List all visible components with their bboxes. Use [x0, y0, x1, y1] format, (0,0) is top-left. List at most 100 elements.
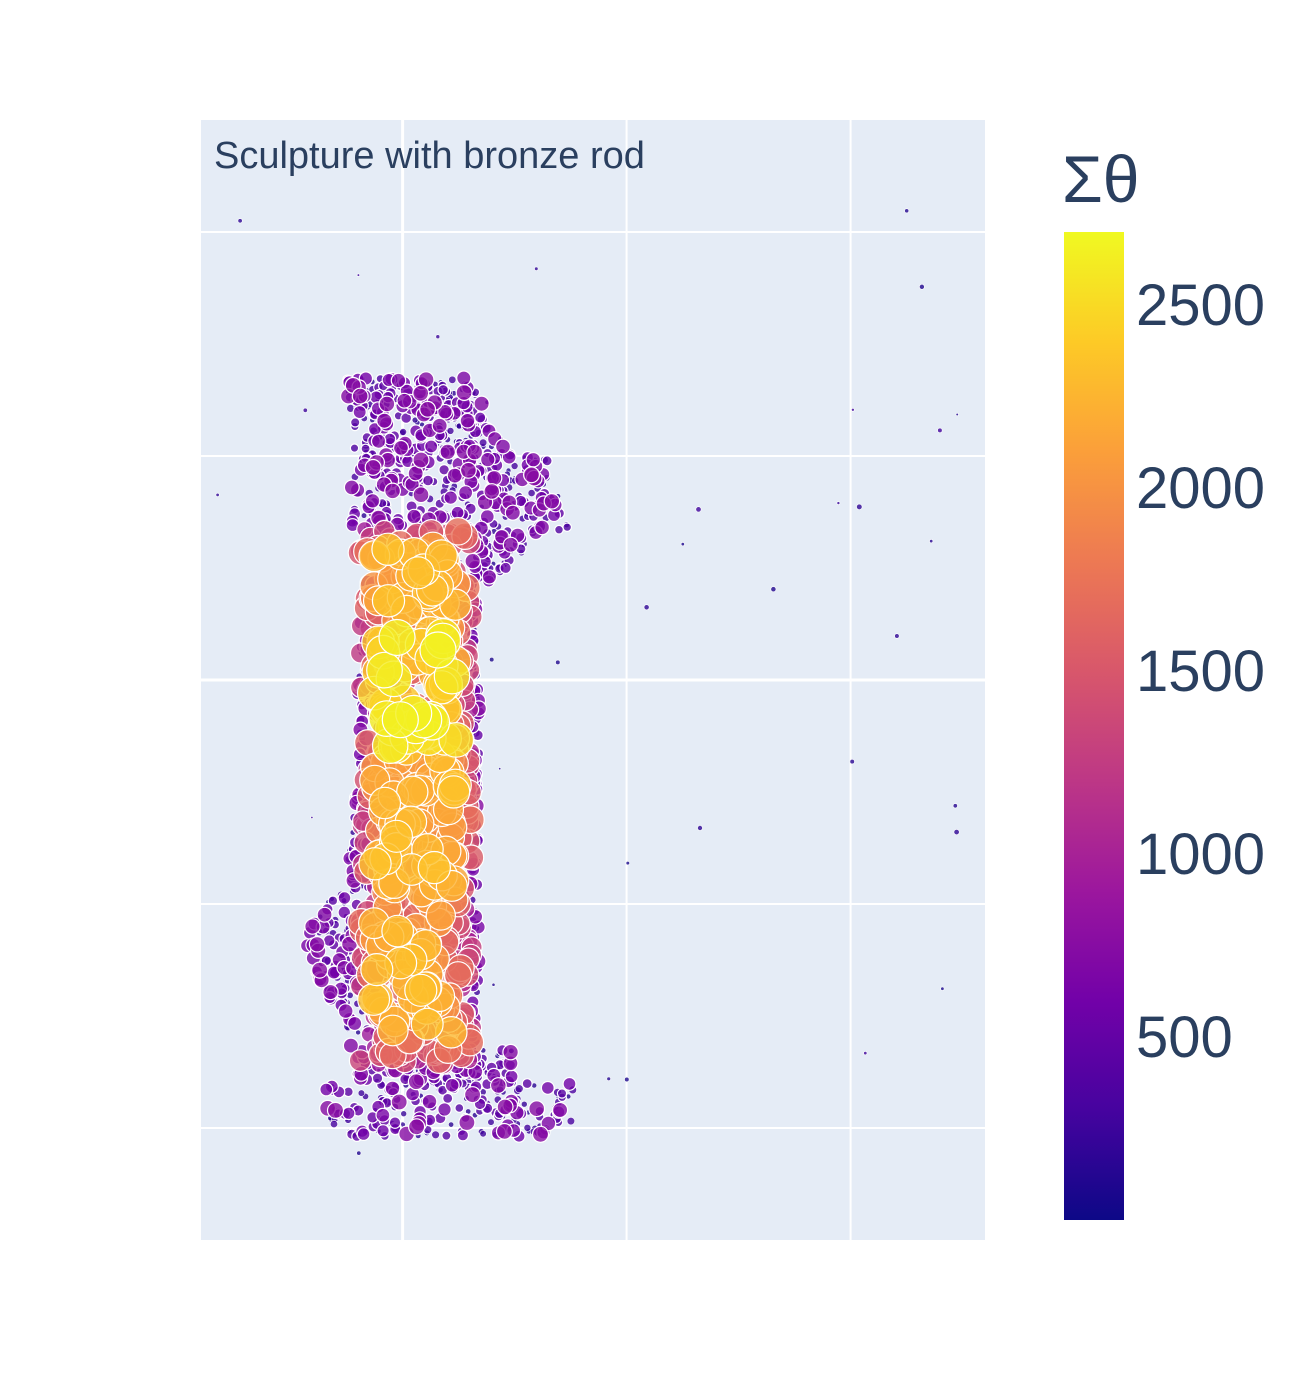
- scatter-point: [393, 439, 410, 456]
- scatter-point: [456, 1129, 470, 1142]
- scatter-point: [400, 1110, 408, 1117]
- scatter-point: [304, 918, 321, 935]
- scatter-point: [444, 1077, 460, 1093]
- scatter-point: [446, 427, 455, 435]
- scatter-point: [343, 479, 360, 496]
- scatter-point: [606, 1076, 611, 1082]
- scatter-point: [378, 618, 416, 657]
- scatter-point: [562, 1076, 577, 1091]
- scatter-point: [396, 775, 429, 808]
- scatter-point: [770, 586, 777, 593]
- scatter-point: [680, 542, 685, 547]
- scatter-point: [381, 701, 419, 739]
- scatter-point: [953, 829, 960, 836]
- scatter-point: [556, 1088, 568, 1099]
- scatter-point: [863, 1051, 868, 1056]
- scatter-point: [523, 1124, 532, 1132]
- scatter-point: [316, 906, 333, 923]
- scatter-point: [555, 659, 561, 666]
- scatter-point: [455, 384, 473, 402]
- scatter-point: [437, 1102, 452, 1117]
- scatter-point: [851, 407, 855, 412]
- scatter-point: [520, 1100, 528, 1108]
- scatter-point: [541, 455, 553, 467]
- scatter-point: [531, 1125, 550, 1143]
- scatter-point: [495, 438, 512, 455]
- scatter-point: [459, 461, 477, 479]
- scatter-point: [348, 1049, 372, 1072]
- scatter-point: [424, 439, 439, 454]
- scatter-point: [495, 1122, 513, 1140]
- scatter-point: [376, 412, 393, 429]
- scatter-point: [443, 490, 458, 505]
- colorbar-tick-label: 1500: [1136, 639, 1265, 704]
- scatter-point: [937, 427, 943, 434]
- scatter-point: [534, 266, 539, 271]
- scatter-point: [431, 417, 448, 434]
- scatter-point: [370, 433, 387, 449]
- scatter-point: [695, 506, 702, 513]
- scatter-point: [384, 1080, 401, 1097]
- scatter-point: [311, 961, 329, 979]
- scatter-point: [424, 539, 458, 573]
- scatter-point: [329, 1120, 338, 1129]
- scatter-point: [442, 1092, 454, 1105]
- scatter-point: [341, 1106, 356, 1121]
- scatter-point: [371, 584, 406, 618]
- scatter-point: [356, 273, 361, 277]
- scatter-point: [437, 383, 449, 396]
- scatter-point: [491, 982, 496, 987]
- scatter-point: [326, 1101, 345, 1120]
- scatter-point: [643, 604, 650, 611]
- scatter-point: [836, 501, 841, 505]
- scatter-point: [566, 1116, 576, 1126]
- scatter-point: [364, 493, 381, 509]
- scatter-point: [371, 1072, 384, 1084]
- scatter-point: [437, 403, 453, 420]
- scatter-point: [401, 556, 435, 590]
- scatter-point: [459, 412, 476, 429]
- scatter-point: [540, 1080, 555, 1095]
- scatter-point: [624, 1076, 630, 1083]
- scatter-point: [543, 492, 561, 510]
- scatter-points: [215, 208, 960, 1156]
- colorbar-tick-label: 1000: [1136, 822, 1265, 887]
- colorbar-title: Σθ: [1062, 142, 1140, 216]
- scatter-point: [337, 891, 352, 905]
- scatter-point: [351, 387, 369, 405]
- scatter-point: [388, 1116, 402, 1129]
- scatter-point: [350, 417, 361, 428]
- scatter-point: [502, 536, 519, 553]
- scatter-point: [479, 1130, 487, 1138]
- scatter-point: [319, 1082, 334, 1097]
- scatter-point: [366, 651, 403, 689]
- scatter-point: [479, 451, 496, 468]
- scatter-point: [514, 1084, 524, 1093]
- scatter-point: [504, 504, 521, 521]
- scatter-point: [456, 370, 472, 386]
- scatter-point: [417, 850, 451, 885]
- scatter-point: [215, 492, 220, 497]
- scatter-point: [525, 451, 542, 468]
- scatter-point: [904, 208, 910, 214]
- scatter-point: [357, 982, 391, 1016]
- scatter-point: [396, 392, 413, 409]
- scatter-point: [352, 405, 367, 420]
- scatter-point: [464, 1086, 482, 1104]
- scatter-point: [360, 443, 371, 454]
- scatter-point: [527, 489, 536, 497]
- scatter-point: [439, 443, 456, 461]
- scatter-point: [310, 815, 314, 819]
- scatter-point: [412, 451, 430, 469]
- scatter-point: [368, 786, 402, 820]
- scatter-point: [919, 283, 925, 290]
- grid-lines: [201, 120, 985, 1240]
- scatter-point: [498, 767, 502, 771]
- scatter-point: [464, 552, 481, 570]
- scatter-point: [929, 539, 934, 544]
- scatter-point: [406, 508, 422, 525]
- scatter-point: [356, 1150, 362, 1156]
- colorbar-tick-label: 500: [1136, 1005, 1233, 1070]
- chart-title: Sculpture with bronze rod: [214, 135, 645, 177]
- scatter-point: [337, 1003, 354, 1019]
